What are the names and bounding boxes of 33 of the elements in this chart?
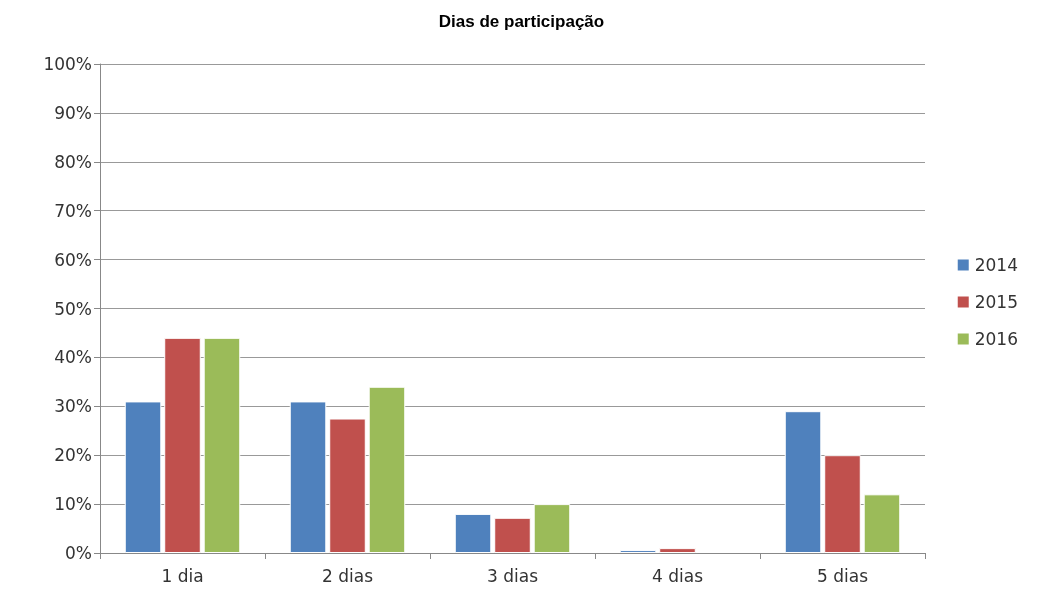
y-tick-label: 80% [54, 151, 92, 172]
x-tick-label: 2 dias [321, 565, 374, 586]
y-tick-label: 20% [54, 445, 92, 466]
y-tick-label: 0% [65, 543, 92, 563]
y-tick-label: 90% [54, 102, 92, 123]
legend-label: 2016 [974, 329, 1018, 349]
legend-label: 2014 [974, 255, 1018, 275]
chart-title: Dias de participação [438, 12, 605, 31]
bar [164, 337, 201, 553]
bar [784, 411, 822, 553]
x-tick-label: 3 dias [486, 565, 539, 586]
y-tick-label: 50% [54, 298, 92, 319]
legend-label: 2015 [974, 292, 1018, 312]
bar [863, 494, 901, 553]
bar [824, 455, 861, 553]
bar [203, 337, 241, 553]
x-tick-label: 4 dias [651, 565, 704, 586]
bar [533, 504, 571, 553]
y-tick-label: 10% [54, 494, 92, 515]
bar [659, 548, 696, 553]
bar [289, 401, 327, 553]
y-tick-label: 70% [54, 200, 92, 221]
y-tick-label: 60% [54, 249, 92, 270]
bar [329, 418, 366, 553]
bar [368, 386, 406, 553]
bar [454, 513, 492, 553]
y-tick-label: 100% [43, 54, 92, 74]
x-tick-label: 1 dia [161, 565, 204, 586]
x-tick-label: 5 dias [816, 565, 869, 586]
bar [494, 517, 531, 553]
y-tick-label: 30% [54, 396, 92, 417]
bar [124, 401, 162, 553]
y-tick-label: 40% [54, 347, 92, 368]
